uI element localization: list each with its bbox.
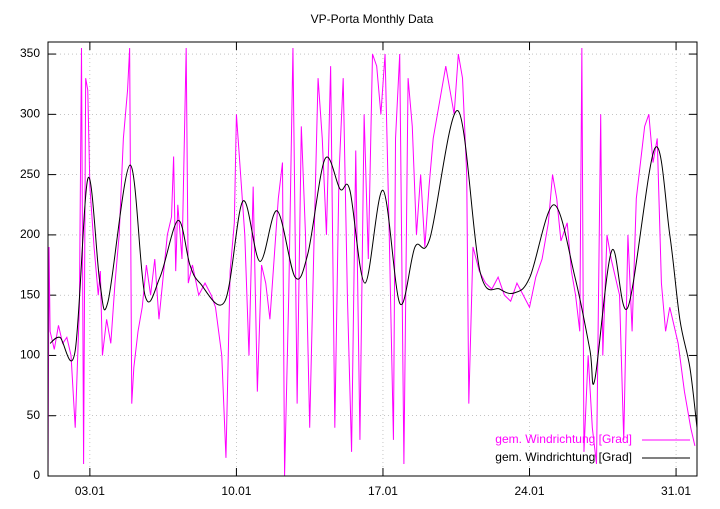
y-tick-label: 250 bbox=[20, 167, 40, 181]
chart-title: VP-Porta Monthly Data bbox=[311, 12, 434, 26]
y-tick-label: 300 bbox=[20, 107, 40, 121]
y-tick-label: 350 bbox=[20, 46, 40, 60]
x-tick-label: 03.01 bbox=[75, 484, 105, 498]
x-tick-label: 24.01 bbox=[515, 484, 545, 498]
y-tick-label: 200 bbox=[20, 227, 40, 241]
plot-frame bbox=[47, 41, 698, 477]
y-tick-label: 150 bbox=[20, 287, 40, 301]
x-tick-label: 10.01 bbox=[221, 484, 251, 498]
legend-label: gem. Windrichtung [Grad] bbox=[495, 450, 632, 464]
x-tick-label: 17.01 bbox=[368, 484, 398, 498]
series-line bbox=[49, 110, 697, 428]
series-line bbox=[48, 48, 696, 476]
y-tick-label: 50 bbox=[27, 408, 41, 422]
x-tick-label: 31.01 bbox=[661, 484, 691, 498]
y-tick-label: 100 bbox=[20, 348, 40, 362]
legend-label: gem. Windrichtung [Grad] bbox=[495, 432, 632, 446]
y-tick-label: 0 bbox=[33, 468, 40, 482]
